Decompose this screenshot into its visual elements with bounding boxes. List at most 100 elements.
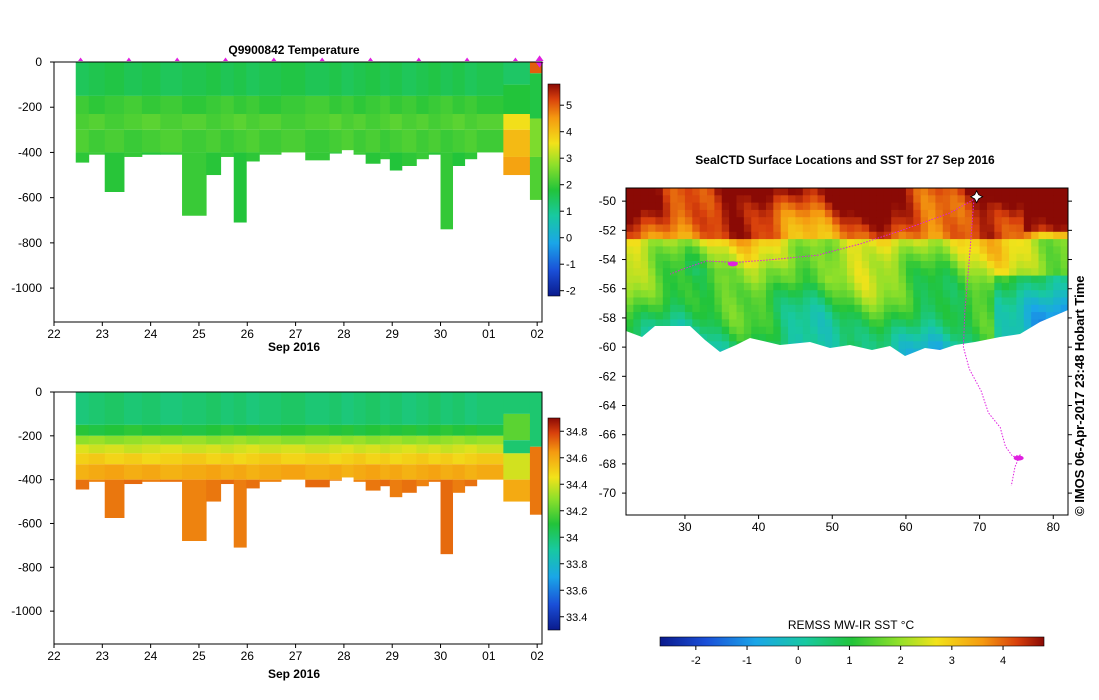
sst-cell [847, 341, 855, 350]
section-cell [503, 114, 531, 130]
sst-cell [810, 275, 819, 284]
sst-cell [883, 341, 892, 350]
section-cell [529, 392, 542, 447]
sst-cell [736, 260, 745, 269]
sst-cell [707, 224, 715, 233]
sst-cell [751, 275, 760, 284]
sst-cell [699, 202, 708, 211]
sst-cell [913, 246, 922, 255]
sst-cell [854, 195, 863, 204]
sst-cell [861, 297, 870, 306]
sst-cell [957, 253, 966, 262]
section-cell [416, 114, 429, 130]
sst-map-panel: SealCTD Surface Locations and SST for 27… [599, 153, 1072, 667]
sst-cell [655, 195, 664, 204]
sst-cell [795, 231, 804, 240]
sst-cell [847, 312, 855, 320]
sst-cell [707, 268, 715, 277]
sst-cell [758, 246, 767, 255]
sst-cell [1031, 239, 1040, 247]
sst-cell [979, 282, 988, 291]
sst-cell [1060, 290, 1068, 298]
sst-cell [928, 195, 936, 204]
sst-cell [1038, 209, 1047, 218]
sst-cell [861, 268, 870, 277]
sst-cell [957, 290, 966, 298]
sst-cell [1031, 282, 1040, 291]
sst-cell [655, 231, 664, 240]
sst-cell [662, 217, 671, 225]
sst-cell [1023, 290, 1032, 298]
section-cell [124, 435, 143, 445]
sst-cell [832, 282, 841, 291]
sst-cell [736, 231, 745, 240]
section-cell [206, 435, 222, 445]
sst-cell [743, 224, 752, 233]
section-cell [160, 479, 183, 482]
sst-cell [1001, 282, 1010, 291]
section-cell [233, 129, 247, 153]
section-cell [124, 424, 143, 436]
sst-cell [684, 231, 693, 240]
sst-cell [964, 253, 973, 262]
sst-cell [861, 231, 870, 240]
sst-cell [957, 312, 966, 320]
sst-cell [736, 202, 745, 211]
sst-cell [648, 290, 656, 298]
sst-cell [729, 202, 737, 211]
sst-cell [1016, 282, 1025, 291]
sst-cell [1031, 319, 1040, 328]
section-cell [428, 392, 441, 425]
sst-cell [640, 282, 649, 291]
sst-cell [751, 260, 760, 269]
section-cell [305, 479, 330, 488]
sst-cell [994, 275, 1003, 284]
sst-cell [817, 304, 826, 313]
section-cell [416, 464, 429, 480]
section-cell [305, 464, 330, 480]
sst-cell [847, 202, 855, 211]
section-cell [104, 95, 125, 114]
section-cell [389, 114, 403, 130]
sst-cell [1023, 319, 1032, 328]
map-x-tick-label: 50 [826, 520, 840, 534]
sst-cell [788, 312, 796, 320]
map-y-tick-label: -68 [599, 457, 617, 471]
sst-cell [692, 202, 701, 211]
sst-cell [677, 253, 686, 262]
sst-cell [994, 217, 1003, 225]
section-cell [281, 95, 306, 114]
sst-cell [1016, 326, 1025, 335]
sst-cell [950, 333, 958, 342]
sst-cell [964, 312, 973, 320]
section-cell [440, 114, 454, 130]
section-cell [452, 114, 466, 130]
sst-cell [979, 246, 988, 255]
sst-cell [758, 282, 767, 291]
section-cell [141, 435, 161, 445]
sst-cell [729, 209, 737, 218]
sst-cell [626, 202, 634, 211]
sst-cell [920, 268, 929, 277]
sst-cell [677, 312, 686, 320]
profile-marker [464, 57, 470, 61]
sst-cell [928, 304, 936, 313]
sst-cell [707, 333, 715, 342]
section-cell [305, 435, 330, 445]
sst-cell [707, 246, 715, 255]
y-tick-label: -400 [18, 145, 42, 159]
sst-cell [765, 224, 774, 233]
sst-cell [876, 297, 885, 306]
sst-cell [670, 246, 679, 255]
seal-track-line [670, 197, 977, 275]
sst-cell [729, 231, 737, 240]
sst-cell [795, 275, 804, 284]
sst-cell [898, 202, 907, 211]
sst-cell [707, 260, 715, 269]
section-cell [206, 479, 222, 502]
sst-cell [1045, 297, 1054, 306]
sst-cell [707, 297, 715, 306]
sst-cell [883, 246, 892, 255]
sst-cell [1023, 188, 1032, 196]
